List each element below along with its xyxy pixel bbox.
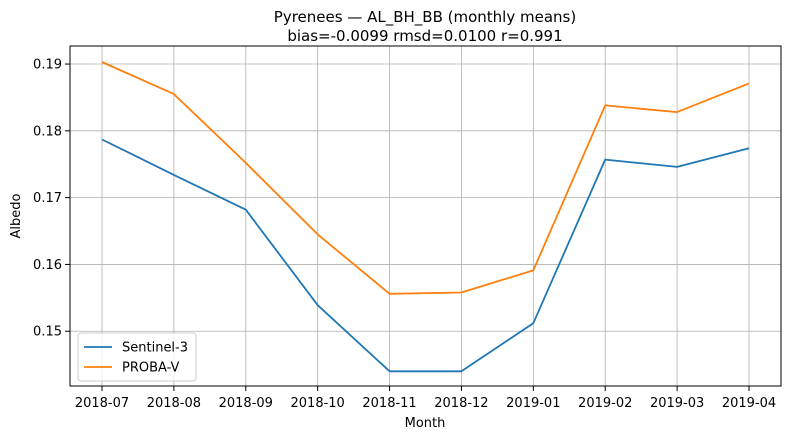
plot-frame xyxy=(69,45,782,387)
legend-label: Sentinel-3 xyxy=(122,341,188,356)
grid xyxy=(70,46,781,386)
series-line-0 xyxy=(101,138,750,373)
series-line-1 xyxy=(101,61,750,295)
x-tick-label: 2018-08 xyxy=(147,396,201,411)
x-axis-label: Month xyxy=(405,416,446,431)
legend: Sentinel-3 PROBA-V xyxy=(77,332,197,382)
chart-title: Pyrenees — AL_BH_BB (monthly means) xyxy=(274,8,576,27)
chart-subtitle: bias=-0.0099 rmsd=0.0100 r=0.991 xyxy=(287,27,562,45)
x-tick-label: 2018-12 xyxy=(434,396,488,411)
y-tick-label: 0.19 xyxy=(33,58,62,73)
legend-box xyxy=(77,332,197,382)
y-axis-ticks: 0.15 0.16 0.17 0.18 0.19 xyxy=(33,58,70,340)
x-tick-label: 2018-10 xyxy=(291,396,345,411)
x-tick-label: 2018-11 xyxy=(362,396,416,411)
y-tick-label: 0.16 xyxy=(33,258,62,273)
x-tick-label: 2019-02 xyxy=(578,396,632,411)
series-lines xyxy=(101,61,750,373)
x-tick-label: 2018-09 xyxy=(219,396,273,411)
x-tick-label: 2019-01 xyxy=(506,396,560,411)
x-tick-label: 2018-07 xyxy=(75,396,129,411)
x-tick-label: 2019-04 xyxy=(722,396,776,411)
y-axis-label: Albedo xyxy=(9,193,24,238)
y-tick-label: 0.15 xyxy=(33,325,62,340)
x-axis-ticks: 2018-07 2018-08 2018-09 2018-10 2018-11 2018-… xyxy=(75,386,776,411)
y-tick-label: 0.17 xyxy=(33,191,62,206)
legend-label: PROBA-V xyxy=(122,361,180,376)
y-tick-label: 0.18 xyxy=(33,124,62,139)
x-tick-label: 2019-03 xyxy=(650,396,704,411)
